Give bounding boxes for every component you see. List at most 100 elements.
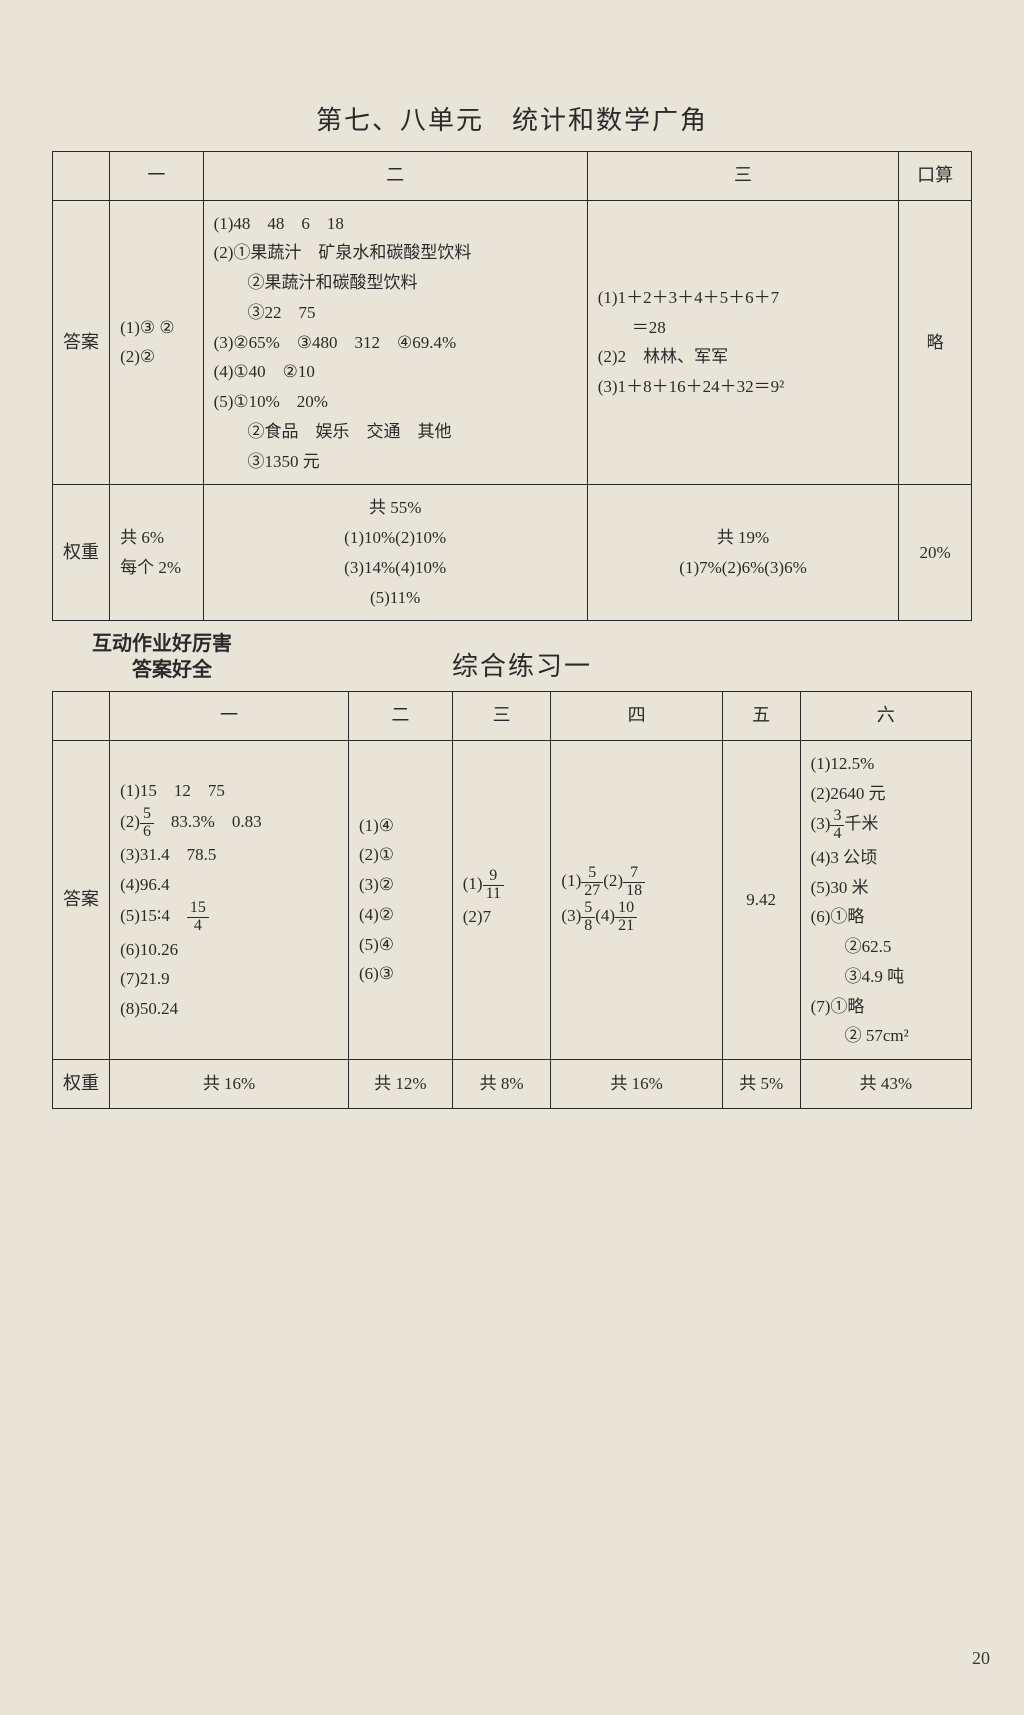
- text: (8)50.24: [120, 994, 338, 1024]
- text: (1)911: [463, 868, 541, 903]
- denominator: 11: [483, 886, 504, 903]
- text: ②62.5: [811, 932, 961, 962]
- text: (5)15∶4 154: [120, 900, 338, 935]
- text: 每个 2%: [120, 553, 192, 583]
- handwriting: 互动作业好厉害 答案好全: [92, 631, 232, 683]
- text: ③22 75: [214, 298, 577, 328]
- text: (4): [595, 906, 615, 925]
- col-header: 三: [452, 692, 551, 741]
- text: (1)15 12 75: [120, 776, 338, 806]
- numerator: 5: [581, 900, 595, 918]
- numerator: 5: [140, 806, 154, 824]
- table-row: 权重 共 16% 共 12% 共 8% 共 16% 共 5% 共 43%: [53, 1060, 972, 1109]
- handwriting-line: 互动作业好厉害: [92, 631, 232, 657]
- cell: (1)48 48 6 18 (2)①果蔬汁 矿泉水和碳酸型饮料 ②果蔬汁和碳酸型…: [203, 200, 587, 485]
- text: (5)④: [359, 930, 442, 960]
- cell: 共 12%: [348, 1060, 452, 1109]
- section1-title: 第七、八单元 统计和数学广角: [52, 100, 972, 137]
- text: (7)①略: [811, 992, 961, 1022]
- text: 共 19%: [598, 523, 889, 553]
- cell: 共 5%: [722, 1060, 800, 1109]
- numerator: 7: [623, 865, 645, 883]
- text: (3): [811, 814, 831, 833]
- text: (7)21.9: [120, 964, 338, 994]
- text: 共 55%: [214, 493, 577, 523]
- cell: (1)④ (2)① (3)② (4)② (5)④ (6)③: [348, 740, 452, 1059]
- numerator: 10: [615, 900, 637, 918]
- text: ②果蔬汁和碳酸型饮料: [214, 268, 577, 298]
- col-header: 二: [348, 692, 452, 741]
- text: (2)2640 元: [811, 779, 961, 809]
- text: (1)527(2)718: [561, 865, 711, 900]
- table-row: 权重 共 6% 每个 2% 共 55% (1)10%(2)10% (3)14%(…: [53, 485, 972, 621]
- denominator: 8: [581, 918, 595, 935]
- text: (1)10%(2)10%: [214, 523, 577, 553]
- row-label-weight: 权重: [53, 1060, 110, 1109]
- numerator: 9: [483, 868, 504, 886]
- fraction: 56: [140, 806, 154, 841]
- text: 共 6%: [120, 523, 192, 553]
- text: (2): [603, 872, 623, 891]
- cell: 共 16%: [551, 1060, 722, 1109]
- col-header: 四: [551, 692, 722, 741]
- table-row: 答案 (1)15 12 75 (2)56 83.3% 0.83 (3)31.4 …: [53, 740, 972, 1059]
- fraction: 911: [483, 868, 504, 903]
- text: ②食品 娱乐 交通 其他: [214, 417, 577, 447]
- col-header: 三: [587, 152, 899, 201]
- denominator: 18: [623, 883, 645, 900]
- text: ② 57cm²: [811, 1021, 961, 1051]
- text: ③4.9 吨: [811, 962, 961, 992]
- numerator: 3: [830, 808, 844, 826]
- text: (3)②65% ③480 312 ④69.4%: [214, 328, 577, 358]
- blank-cell: [53, 692, 110, 741]
- col-header: 二: [203, 152, 587, 201]
- page-number: 20: [972, 1648, 990, 1669]
- table-row: 答案 (1)③ ② (2)② (1)48 48 6 18 (2)①果蔬汁 矿泉水…: [53, 200, 972, 485]
- text: (3)34千米: [811, 808, 961, 843]
- text: (2): [120, 812, 140, 831]
- text: (4)3 公顷: [811, 843, 961, 873]
- cell: (1)1＋2＋3＋4＋5＋6＋7 ＝28 (2)2 林林、军军 (3)1＋8＋1…: [587, 200, 899, 485]
- table-section2: 一 二 三 四 五 六 答案 (1)15 12 75 (2)56 83.3% 0…: [52, 691, 972, 1108]
- fraction: 34: [830, 808, 844, 843]
- numerator: 15: [187, 900, 209, 918]
- col-header: 一: [110, 152, 203, 201]
- row-label-answers: 答案: [53, 740, 110, 1059]
- fraction: 718: [623, 865, 645, 900]
- text: 千米: [844, 814, 878, 833]
- text: (1)7%(2)6%(3)6%: [598, 553, 889, 583]
- cell: 共 16%: [110, 1060, 349, 1109]
- cell: 9.42: [722, 740, 800, 1059]
- text: (1): [463, 874, 483, 893]
- text: (1): [561, 872, 581, 891]
- text: (2)7: [463, 902, 541, 932]
- denominator: 21: [615, 918, 637, 935]
- text: (5)①10% 20%: [214, 387, 577, 417]
- text: (3)14%(4)10%: [214, 553, 577, 583]
- cell: (1)12.5% (2)2640 元 (3)34千米 (4)3 公顷 (5)30…: [800, 740, 971, 1059]
- text: (5)15∶4: [120, 906, 187, 925]
- fraction: 154: [187, 900, 209, 935]
- text: (6)③: [359, 959, 442, 989]
- text: (2)2 林林、军军: [598, 342, 889, 372]
- denominator: 4: [187, 918, 209, 935]
- cell: 20%: [899, 485, 972, 621]
- text: (4)①40 ②10: [214, 357, 577, 387]
- text: (1)12.5%: [811, 749, 961, 779]
- text: (2)56 83.3% 0.83: [120, 806, 338, 841]
- blank-cell: [53, 152, 110, 201]
- denominator: 4: [830, 826, 844, 843]
- text: (6)10.26: [120, 935, 338, 965]
- cell: 共 8%: [452, 1060, 551, 1109]
- text: (2)①: [359, 840, 442, 870]
- row-label-weight: 权重: [53, 485, 110, 621]
- cell: (1)527(2)718 (3)58(4)1021: [551, 740, 722, 1059]
- text: (2)②: [120, 342, 192, 372]
- text: (3)1＋8＋16＋24＋32＝9²: [598, 372, 889, 402]
- text: (5)11%: [214, 583, 577, 613]
- row-label-answers: 答案: [53, 200, 110, 485]
- text: 83.3% 0.83: [154, 812, 262, 831]
- text: (6)①略: [811, 902, 961, 932]
- text: (1)48 48 6 18: [214, 209, 577, 239]
- denominator: 27: [581, 883, 603, 900]
